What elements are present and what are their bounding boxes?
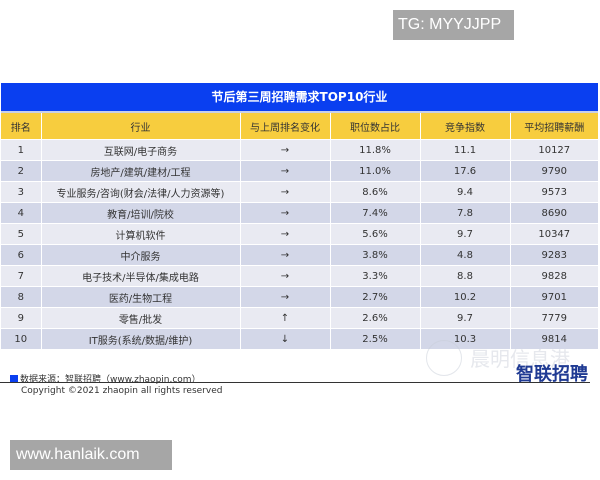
rank-cell: 8 (1, 286, 42, 308)
competition-cell: 9.4 (420, 181, 511, 203)
salary-cell: 9814 (510, 328, 598, 349)
competition-cell: 7.8 (420, 202, 511, 224)
header-avg-salary: 平均招聘薪酬 (510, 113, 598, 140)
competition-cell: 9.7 (420, 307, 511, 329)
table-title: 节后第三周招聘需求TOP10行业 (1, 83, 598, 113)
salary-cell: 10347 (510, 223, 598, 245)
industry-cell: 房地产/建筑/建材/工程 (41, 160, 241, 182)
header-competition-index: 竞争指数 (420, 113, 511, 140)
watermark-circle-icon (426, 340, 462, 376)
tg-watermark-badge: TG: MYYJJPP (393, 10, 514, 40)
source-text: 数据来源：智联招聘（www.zhaopin.com） (20, 375, 201, 385)
industry-cell: 电子技术/半导体/集成电路 (41, 265, 241, 287)
change-arrow-icon: ↑ (240, 307, 331, 329)
rank-cell: 7 (1, 265, 42, 287)
table-row: 1 互联网/电子商务 → 11.8% 11.1 10127 (1, 139, 598, 161)
data-table: 排名 行业 与上周排名变化 职位数占比 竞争指数 平均招聘薪酬 1 互联网/电子… (1, 113, 598, 349)
share-cell: 3.8% (330, 244, 421, 266)
table-row: 2 房地产/建筑/建材/工程 → 11.0% 17.6 9790 (1, 160, 598, 182)
competition-cell: 17.6 (420, 160, 511, 182)
change-arrow-icon: → (240, 223, 331, 245)
share-cell: 3.3% (330, 265, 421, 287)
table-row: 8 医药/生物工程 → 2.7% 10.2 9701 (1, 286, 598, 308)
share-cell: 5.6% (330, 223, 421, 245)
table-row: 9 零售/批发 ↑ 2.6% 9.7 7779 (1, 307, 598, 329)
share-cell: 2.5% (330, 328, 421, 349)
share-cell: 11.8% (330, 139, 421, 161)
rank-cell: 9 (1, 307, 42, 329)
table-row: 6 中介服务 → 3.8% 4.8 9283 (1, 244, 598, 266)
competition-cell: 10.2 (420, 286, 511, 308)
change-arrow-icon: ↓ (240, 328, 331, 349)
change-arrow-icon: → (240, 139, 331, 161)
rank-cell: 6 (1, 244, 42, 266)
industry-cell: 互联网/电子商务 (41, 139, 241, 161)
change-arrow-icon: → (240, 265, 331, 287)
salary-cell: 9828 (510, 265, 598, 287)
rank-cell: 3 (1, 181, 42, 203)
table-row: 5 计算机软件 → 5.6% 9.7 10347 (1, 223, 598, 245)
zhaopin-logo: 智联招聘 (516, 364, 588, 385)
industry-cell: 医药/生物工程 (41, 286, 241, 308)
header-industry: 行业 (41, 113, 241, 140)
top10-industries-table: 节后第三周招聘需求TOP10行业 排名 行业 与上周排名变化 职位数占比 竞争指… (1, 83, 598, 349)
share-cell: 11.0% (330, 160, 421, 182)
competition-cell: 11.1 (420, 139, 511, 161)
industry-cell: 计算机软件 (41, 223, 241, 245)
share-cell: 8.6% (330, 181, 421, 203)
rank-cell: 1 (1, 139, 42, 161)
blue-square-icon (10, 375, 18, 383)
competition-cell: 8.8 (420, 265, 511, 287)
copyright-text: Copyright ©2021 zhaopin all rights reser… (21, 386, 223, 396)
salary-cell: 9790 (510, 160, 598, 182)
table-row: 7 电子技术/半导体/集成电路 → 3.3% 8.8 9828 (1, 265, 598, 287)
salary-cell: 7779 (510, 307, 598, 329)
header-job-share: 职位数占比 (330, 113, 421, 140)
salary-cell: 9701 (510, 286, 598, 308)
share-cell: 7.4% (330, 202, 421, 224)
salary-cell: 10127 (510, 139, 598, 161)
share-cell: 2.7% (330, 286, 421, 308)
share-cell: 2.6% (330, 307, 421, 329)
salary-cell: 9573 (510, 181, 598, 203)
industry-cell: 中介服务 (41, 244, 241, 266)
change-arrow-icon: → (240, 181, 331, 203)
faint-watermark-text: 晨明信息港 (470, 347, 570, 371)
header-row: 排名 行业 与上周排名变化 职位数占比 竞争指数 平均招聘薪酬 (1, 113, 598, 140)
table-row: 3 专业服务/咨询(财会/法律/人力资源等) → 8.6% 9.4 9573 (1, 181, 598, 203)
change-arrow-icon: → (240, 160, 331, 182)
rank-cell: 4 (1, 202, 42, 224)
industry-cell: 专业服务/咨询(财会/法律/人力资源等) (41, 181, 241, 203)
change-arrow-icon: → (240, 286, 331, 308)
salary-cell: 8690 (510, 202, 598, 224)
data-source-note: 数据来源：智联招聘（www.zhaopin.com） (10, 372, 201, 385)
footer-divider (0, 382, 590, 383)
site-watermark-badge: www.hanlaik.com (10, 440, 172, 470)
competition-cell: 4.8 (420, 244, 511, 266)
industry-cell: 零售/批发 (41, 307, 241, 329)
change-arrow-icon: → (240, 244, 331, 266)
rank-cell: 10 (1, 328, 42, 349)
competition-cell: 9.7 (420, 223, 511, 245)
header-rank-change: 与上周排名变化 (240, 113, 331, 140)
salary-cell: 9283 (510, 244, 598, 266)
table-row: 10 IT服务(系统/数据/维护) ↓ 2.5% 10.3 9814 (1, 328, 598, 349)
table-row: 4 教育/培训/院校 → 7.4% 7.8 8690 (1, 202, 598, 224)
change-arrow-icon: → (240, 202, 331, 224)
rank-cell: 2 (1, 160, 42, 182)
rank-cell: 5 (1, 223, 42, 245)
industry-cell: IT服务(系统/数据/维护) (41, 328, 241, 349)
industry-cell: 教育/培训/院校 (41, 202, 241, 224)
header-rank: 排名 (1, 113, 42, 140)
